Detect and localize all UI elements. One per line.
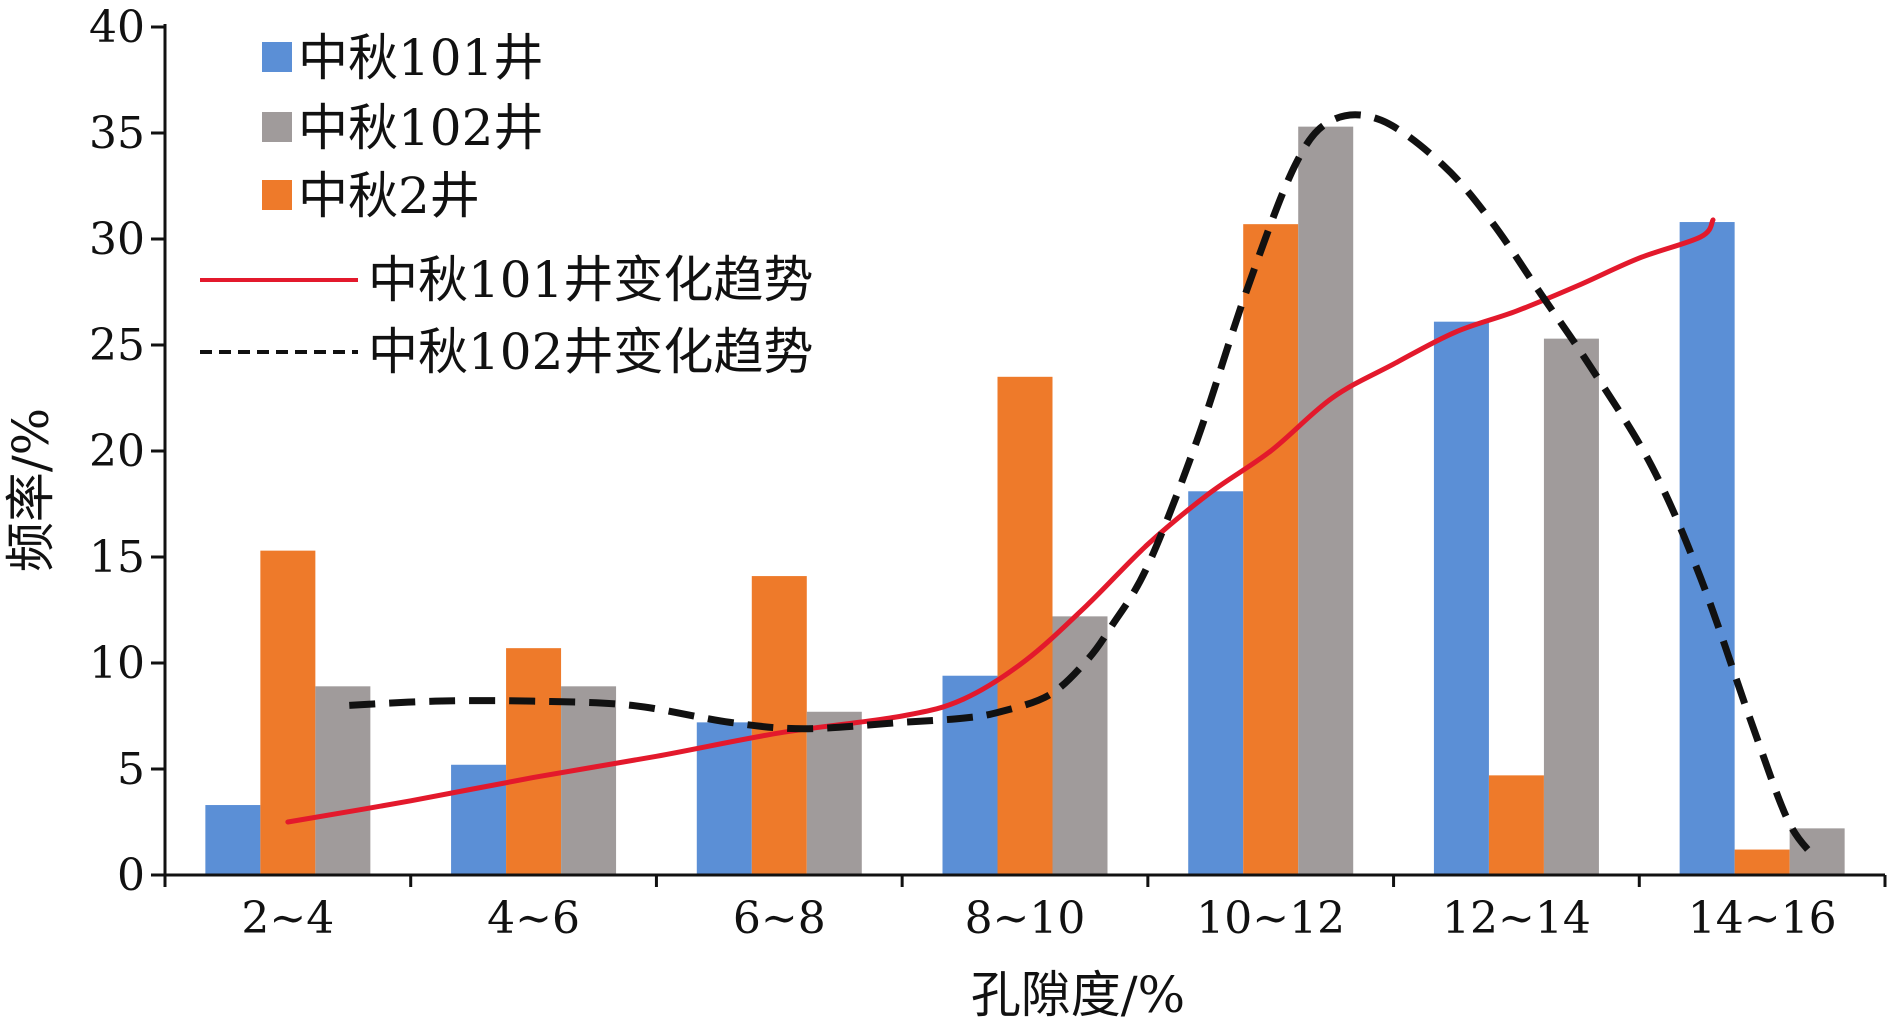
bar bbox=[1053, 616, 1108, 875]
y-tick-label: 15 bbox=[89, 532, 145, 583]
y-tick-label: 5 bbox=[117, 744, 145, 795]
y-tick-label: 40 bbox=[89, 2, 145, 53]
x-axis-title: 孔隙度/% bbox=[971, 966, 1185, 1024]
x-tick-label: 12~14 bbox=[1442, 893, 1591, 944]
legend-label: 中秋2井 bbox=[298, 167, 480, 225]
legend-label: 中秋102井变化趋势 bbox=[368, 323, 813, 381]
x-tick-label: 2~4 bbox=[241, 893, 334, 944]
bar bbox=[561, 686, 616, 875]
bar bbox=[1434, 322, 1489, 875]
x-tick-label: 8~10 bbox=[965, 893, 1086, 944]
bar bbox=[1188, 491, 1243, 875]
legend-swatch bbox=[262, 112, 292, 142]
bar bbox=[807, 712, 862, 875]
x-tick-label: 14~16 bbox=[1688, 893, 1837, 944]
legend-swatch bbox=[262, 180, 292, 210]
bar bbox=[1489, 775, 1544, 875]
y-tick-label: 20 bbox=[89, 426, 145, 477]
bar bbox=[1544, 339, 1599, 875]
y-tick-label: 35 bbox=[89, 108, 145, 159]
bar bbox=[1735, 850, 1790, 875]
x-tick-label: 10~12 bbox=[1196, 893, 1345, 944]
y-tick-label: 0 bbox=[117, 850, 145, 901]
bar bbox=[506, 648, 561, 875]
legend-label: 中秋101井变化趋势 bbox=[368, 251, 813, 309]
legend-label: 中秋101井 bbox=[298, 29, 543, 87]
legend-label: 中秋102井 bbox=[298, 99, 543, 157]
bars bbox=[205, 127, 1844, 875]
y-tick-label: 25 bbox=[89, 320, 145, 371]
legend-swatch bbox=[262, 42, 292, 72]
bar bbox=[260, 551, 315, 875]
x-tick-label: 6~8 bbox=[733, 893, 826, 944]
bar bbox=[315, 686, 370, 875]
bar bbox=[998, 377, 1053, 875]
bar bbox=[451, 765, 506, 875]
x-tick-label: 4~6 bbox=[487, 893, 580, 944]
bar bbox=[205, 805, 260, 875]
y-tick-label: 30 bbox=[89, 214, 145, 265]
bar bbox=[1243, 224, 1298, 875]
bar bbox=[1298, 127, 1353, 875]
y-tick-label: 10 bbox=[89, 638, 145, 689]
y-axis-title: 频率/% bbox=[2, 408, 60, 572]
